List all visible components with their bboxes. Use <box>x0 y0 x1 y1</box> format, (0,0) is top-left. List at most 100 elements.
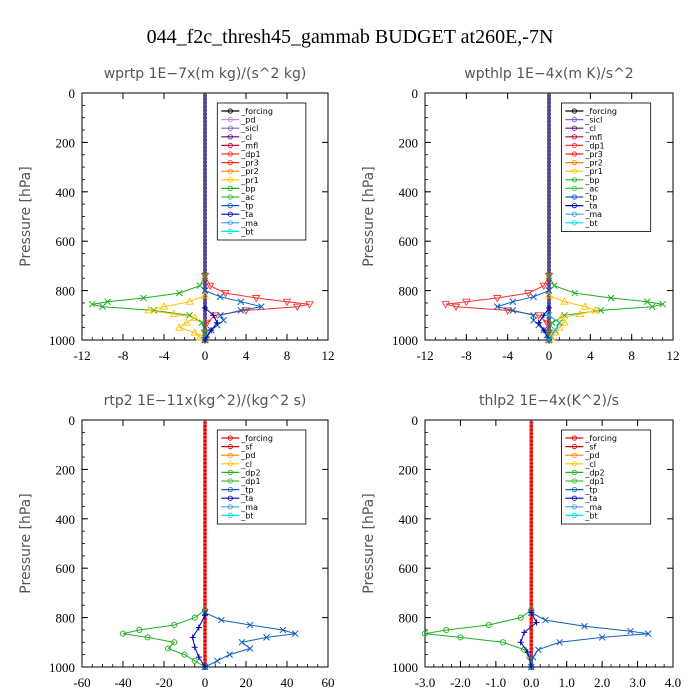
legend-entry: _bt <box>584 511 597 520</box>
legend-marker <box>227 168 233 174</box>
zero-series-marker <box>202 104 207 109</box>
series-point-dp1 <box>205 282 215 291</box>
zero-series-marker <box>547 137 552 142</box>
series-point-pr1 <box>580 302 590 310</box>
zero-series-marker <box>202 627 207 632</box>
legend-marker <box>571 151 578 157</box>
zero-series-marker <box>202 300 207 305</box>
zero-series-marker <box>529 476 534 481</box>
legend-marker <box>227 461 233 467</box>
series-point-tp <box>627 627 634 635</box>
y-tick-label: 800 <box>399 284 419 299</box>
series-point-ta <box>528 664 535 670</box>
zero-series-marker <box>529 438 534 443</box>
x-tick-label: 3.0 <box>629 675 645 690</box>
legend-marker <box>227 185 233 191</box>
series-point-tp <box>530 311 537 319</box>
zero-series-marker <box>547 300 552 305</box>
legend-entry: _pd <box>240 116 255 125</box>
zero-series-marker <box>529 557 534 562</box>
zero-series-marker <box>529 535 534 540</box>
legend-marker <box>227 177 233 183</box>
series-point-tp <box>545 287 553 294</box>
zero-series-marker <box>529 587 534 592</box>
legend-entry: _dp2 <box>584 468 604 477</box>
series-line-pr1 <box>548 295 598 341</box>
y-axis-label: Pressure [hPa] <box>18 493 34 593</box>
zero-series-marker <box>202 487 207 492</box>
zero-series-marker <box>202 553 207 558</box>
series-point-ta <box>517 639 524 646</box>
zero-series-marker <box>529 498 534 503</box>
series-line-pr1 <box>148 295 206 341</box>
series-point-tp <box>542 616 549 624</box>
zero-series-marker <box>202 579 207 584</box>
zero-series-marker <box>547 286 552 291</box>
x-tick-label: 20 <box>240 675 253 690</box>
series-point-tp <box>493 303 501 311</box>
series-point-ta <box>202 664 208 670</box>
zero-series-marker <box>547 134 552 139</box>
zero-series-marker <box>202 186 207 191</box>
zero-series-marker <box>202 286 207 291</box>
zero-series-marker <box>202 494 207 499</box>
series-point-tp <box>217 293 224 301</box>
series-point-ta <box>533 619 540 626</box>
zero-series-marker <box>529 561 534 566</box>
legend-marker <box>227 117 233 123</box>
zero-series-marker <box>547 130 552 135</box>
legend-marker <box>571 194 578 200</box>
series-line-dp1 <box>445 275 550 340</box>
zero-series-marker <box>529 564 534 569</box>
series-point-tp <box>201 287 209 294</box>
zero-series-marker <box>547 163 552 168</box>
legend-entry: _sicl <box>240 124 258 133</box>
zero-series-marker <box>202 174 207 179</box>
legend-marker <box>571 211 578 217</box>
legend-marker <box>227 504 233 510</box>
legend-entry: _pr2 <box>584 159 602 168</box>
legend-entry: _pr3 <box>584 150 602 159</box>
y-tick-label: 1000 <box>49 333 75 348</box>
x-tick-label: -8 <box>461 348 472 363</box>
series-point-dp1 <box>119 630 127 637</box>
series-point-tp <box>529 653 537 661</box>
legend-marker <box>571 203 578 209</box>
legend-entry: _pd <box>240 451 255 460</box>
series-point-bp <box>607 294 615 302</box>
zero-series-marker <box>202 163 207 168</box>
zero-series-marker <box>547 97 552 102</box>
legend-marker <box>571 185 578 191</box>
zero-series-marker <box>547 108 552 113</box>
series-point-dp1 <box>241 307 251 315</box>
series-line-ta <box>520 612 538 668</box>
series-point-bp <box>548 319 556 327</box>
zero-series-marker <box>529 457 534 462</box>
legend-entry: _dp1 <box>240 150 260 159</box>
series-point-pr1 <box>175 323 184 331</box>
legend-marker <box>571 478 578 484</box>
zero-series-marker <box>202 590 207 595</box>
series-line-dp1 <box>424 609 532 668</box>
zero-series-marker <box>202 282 207 287</box>
series-point-tp <box>598 634 606 641</box>
legend-entry: _forcing <box>240 107 273 116</box>
zero-series-marker <box>202 260 207 265</box>
series-point-tp <box>556 638 563 646</box>
zero-series-marker <box>529 590 534 595</box>
legend-entry: _mfl <box>584 133 602 142</box>
legend-entry: _ma <box>584 503 602 512</box>
zero-series-marker <box>202 546 207 551</box>
zero-series-marker <box>202 505 207 510</box>
x-tick-label: -8 <box>118 348 129 363</box>
chart-panel-4: thlp2 1E−4x(K^2)/s Pressure [hPa] -3.0 -2.0… <box>361 393 681 690</box>
zero-series-marker <box>529 501 534 506</box>
x-tick-label: -3.0 <box>415 675 436 690</box>
legend-marker <box>571 134 578 140</box>
legend-entry: _cl <box>584 124 596 133</box>
series-point-dp1 <box>542 319 552 328</box>
series-line-tp <box>530 612 649 668</box>
zero-series-marker <box>529 542 534 547</box>
series-point-bp <box>571 289 579 297</box>
series-point-tp <box>237 298 245 306</box>
